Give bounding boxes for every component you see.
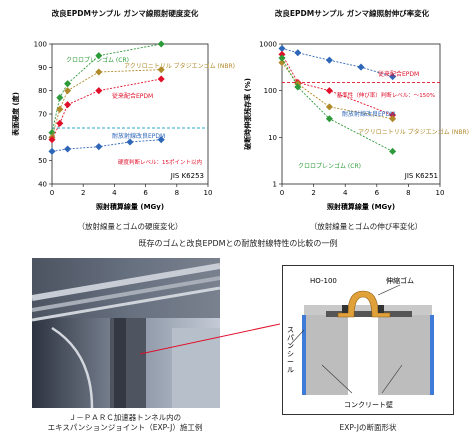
y-tick-label: 40 xyxy=(38,181,47,189)
chart2-std: JIS K6251 xyxy=(404,172,438,180)
x-tick-label: 2 xyxy=(81,189,85,197)
series-label: 従来配合EPDM xyxy=(378,70,419,78)
y-tick-label: 100 xyxy=(34,41,47,49)
data-point xyxy=(157,136,165,144)
diagram-caption: EXP-Jの断面形状 xyxy=(339,423,397,432)
label-rubber: 伸縮ゴム xyxy=(386,276,414,285)
data-point xyxy=(64,145,72,153)
data-point xyxy=(95,143,103,151)
data-point xyxy=(389,111,397,119)
series-line xyxy=(281,54,393,116)
right-wall xyxy=(374,315,432,395)
chart1-caption: （放射線量とゴムの硬度変化） xyxy=(77,222,183,231)
expj-diagram: HO-100 伸縮ゴム コンクリート壁 xyxy=(282,265,454,415)
chart2-title: 改良EPDMサンプル ガンマ線照射伸び率変化 xyxy=(275,8,430,18)
series-line xyxy=(281,57,393,152)
data-point xyxy=(325,115,333,123)
y-tick-label: 50 xyxy=(38,157,47,165)
x-tick-label: 0 xyxy=(280,189,284,197)
y-tick-label: 10 xyxy=(268,134,277,142)
x-tick-label: 6 xyxy=(143,189,148,197)
y-tick-label: 100 xyxy=(264,87,277,95)
data-point xyxy=(325,103,333,111)
x-tick-label: 6 xyxy=(375,189,380,197)
data-point xyxy=(278,44,286,53)
data-point xyxy=(157,66,165,74)
series-label: クロロプレンゴム (CR) xyxy=(66,56,129,64)
chart1-xlabel: 照射積算線量 (MGy) xyxy=(96,202,164,210)
data-point xyxy=(64,87,72,95)
hardness-chart: 改良EPDMサンプル ガンマ線照射硬度変化 表面硬度 (度) 照射積算線量 (M… xyxy=(11,8,235,210)
photo-caption-2: エキスパンションジョイント（EXP-J）施工例 xyxy=(47,423,203,432)
x-tick-label: 10 xyxy=(436,189,445,197)
x-tick-label: 2 xyxy=(311,189,315,197)
y-tick-label: 90 xyxy=(38,64,47,72)
y-tick-label: 70 xyxy=(38,111,47,119)
y-tick-label: 1000 xyxy=(259,41,277,49)
data-point xyxy=(157,75,165,83)
data-point xyxy=(126,138,134,146)
x-tick-label: 8 xyxy=(175,189,179,197)
pointer-line xyxy=(140,323,280,355)
elongation-chart: 改良EPDMサンプル ガンマ線照射伸び率変化 破断時伸張残存率 (%) 照射積算… xyxy=(243,8,469,210)
chart2-threshold: 基準性（伸び率）判断レベル：～150% xyxy=(337,91,435,99)
tunnel-photo xyxy=(32,258,220,408)
chart1-title: 改良EPDMサンプル ガンマ線照射硬度変化 xyxy=(52,8,199,18)
x-tick-label: 0 xyxy=(50,189,54,197)
data-point xyxy=(48,147,56,155)
data-point xyxy=(95,68,103,76)
series-label: 従来配合EPDM xyxy=(112,92,153,100)
series-label: 耐放射線改良EPDM xyxy=(112,132,165,140)
data-point xyxy=(48,129,56,137)
series-label: アクリロニトリル ブタジエンゴム (NBR) xyxy=(358,128,469,136)
series-label: クロロプレンゴム (CR) xyxy=(298,162,361,170)
data-point xyxy=(278,50,286,58)
chart1-plot-area xyxy=(51,43,209,185)
series-label: アクリロニトリル ブタジエンゴム (NBR) xyxy=(124,62,235,70)
data-point xyxy=(64,80,72,88)
x-tick-label: 10 xyxy=(204,189,213,197)
series-line xyxy=(281,48,393,78)
chart2-ylabel: 破断時伸張残存率 (%) xyxy=(243,78,252,150)
rubber-seal xyxy=(337,290,391,318)
x-tick-label: 8 xyxy=(406,189,410,197)
data-point xyxy=(64,101,72,109)
series-line xyxy=(281,62,393,120)
y-tick-label: 60 xyxy=(38,134,47,142)
data-point xyxy=(325,87,333,95)
x-tick-label: 4 xyxy=(343,189,348,197)
label-ho100: HO-100 xyxy=(310,277,337,285)
data-point xyxy=(389,115,397,123)
chart2-caption: （放射線量とゴムの伸び率変化） xyxy=(309,222,423,231)
data-point xyxy=(389,147,397,155)
left-wall xyxy=(304,315,354,395)
chart1-ylabel: 表面硬度 (度) xyxy=(11,92,20,137)
data-point xyxy=(48,136,56,144)
label-spanseal: スパンシール xyxy=(287,326,294,374)
main-caption: 既存のゴムと改良EPDMとの耐放射線特性の比較の一例 xyxy=(138,239,338,248)
data-point xyxy=(278,59,286,67)
data-point xyxy=(278,54,286,62)
chart1-std: JIS K6253 xyxy=(170,172,204,180)
chart1-threshold: 硬度判断レベル：15ポイント以内 xyxy=(118,158,202,166)
data-point xyxy=(357,63,365,71)
label-concrete: コンクリート壁 xyxy=(344,400,393,409)
series-line xyxy=(51,78,162,140)
chart2-xlabel: 照射積算線量 (MGy) xyxy=(327,202,395,210)
photo-caption-1: Ｊ－ＰＡＲＣ加速器トンネル内の xyxy=(68,413,182,422)
data-point xyxy=(389,73,397,81)
y-tick-label: 80 xyxy=(38,87,47,95)
data-point xyxy=(157,40,165,48)
y-tick-label: 1 xyxy=(273,181,277,189)
series-label: 耐放射線改良EPDM xyxy=(342,110,395,118)
data-point xyxy=(95,87,103,95)
x-tick-label: 4 xyxy=(112,189,117,197)
